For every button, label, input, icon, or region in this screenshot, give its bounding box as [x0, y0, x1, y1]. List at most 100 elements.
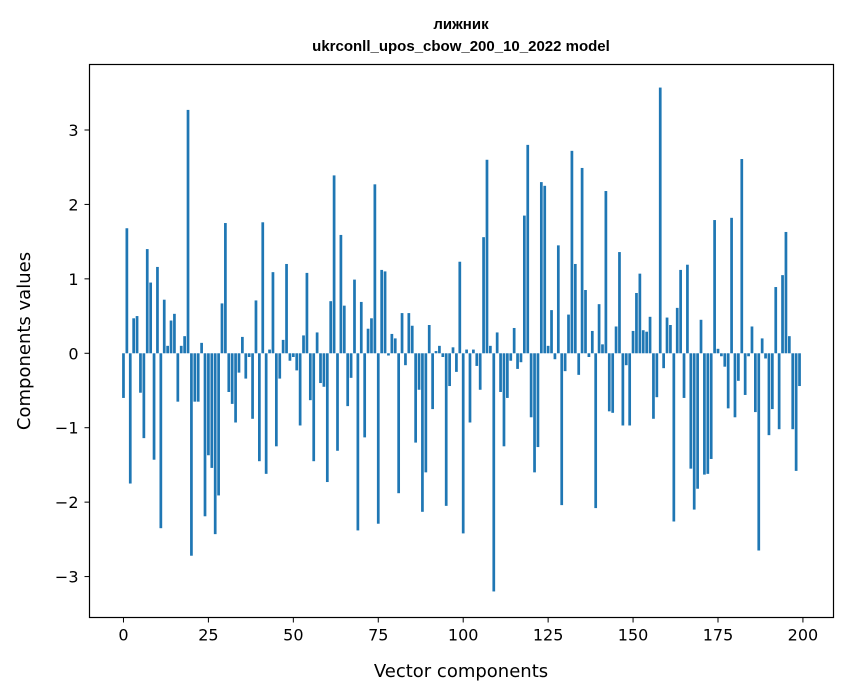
bar — [271, 272, 275, 354]
bar — [580, 167, 584, 354]
bar — [308, 353, 312, 401]
y-tick-label: 1 — [68, 270, 78, 289]
bar — [247, 353, 251, 357]
bar — [139, 353, 142, 393]
bar — [458, 261, 462, 354]
bar — [414, 353, 417, 443]
bar — [570, 150, 574, 354]
bar — [584, 290, 587, 354]
chart-subtitle: ukrconll_upos_cbow_200_10_2022 model — [312, 38, 610, 55]
bar — [553, 353, 557, 360]
bar — [655, 353, 659, 398]
bar — [325, 353, 329, 483]
plot-area-frame — [88, 63, 835, 619]
bar — [366, 328, 370, 354]
bar — [716, 348, 720, 354]
bar — [794, 353, 798, 471]
bar — [441, 353, 445, 357]
bar — [383, 271, 387, 354]
bar — [652, 353, 655, 419]
bar — [159, 353, 163, 529]
bar-series — [122, 87, 801, 592]
bar — [526, 144, 530, 354]
x-tick-label: 175 — [703, 626, 734, 645]
bar — [373, 184, 377, 354]
bar — [166, 345, 169, 354]
bar — [536, 353, 540, 448]
bar — [539, 182, 543, 354]
bar — [614, 326, 618, 354]
bar — [261, 222, 265, 354]
bar — [645, 331, 649, 354]
bar — [478, 353, 482, 390]
x-tick-label: 75 — [368, 626, 388, 645]
bar — [706, 353, 710, 474]
x-tick-label: 150 — [618, 626, 649, 645]
bar — [607, 353, 611, 412]
bar — [207, 353, 210, 456]
bar — [427, 325, 431, 354]
bar — [315, 332, 319, 354]
bar — [737, 353, 740, 381]
bar — [455, 353, 458, 372]
bar — [380, 269, 384, 354]
bar — [448, 353, 451, 387]
y-axis-ticks: −3 −2 −1 0 1 2 3 — [55, 121, 90, 587]
bar — [288, 353, 292, 361]
bar — [346, 353, 350, 407]
bar — [281, 339, 285, 354]
bar — [522, 215, 526, 354]
bar — [560, 353, 564, 506]
bar — [709, 353, 713, 459]
x-tick-label: 200 — [788, 626, 819, 645]
bar — [757, 353, 761, 551]
bar — [145, 249, 149, 354]
bar — [747, 353, 750, 357]
bar — [692, 353, 696, 510]
bar — [468, 353, 472, 423]
bar — [696, 353, 699, 489]
bar — [764, 353, 767, 359]
bar — [516, 353, 519, 369]
bar — [183, 336, 186, 354]
x-tick-label: 0 — [118, 626, 128, 645]
bar — [339, 234, 343, 354]
bar — [254, 300, 258, 354]
bar — [662, 353, 665, 369]
bar — [329, 301, 333, 354]
bar — [319, 353, 322, 384]
bar — [251, 353, 254, 419]
bar — [244, 353, 248, 379]
bar — [689, 353, 693, 469]
bar — [618, 252, 621, 354]
y-tick-label: 0 — [68, 344, 78, 363]
bar — [679, 269, 682, 354]
bar — [274, 353, 278, 447]
chart-title: лижник — [433, 16, 489, 33]
bar — [397, 353, 401, 494]
bar — [312, 353, 316, 462]
bar — [227, 353, 231, 392]
bar — [353, 279, 356, 354]
bar — [774, 287, 778, 354]
bar — [713, 220, 716, 354]
bar — [624, 353, 628, 366]
bar — [356, 353, 360, 531]
bar — [482, 237, 485, 354]
bar — [142, 353, 146, 439]
bar — [234, 353, 237, 423]
bar — [611, 353, 615, 413]
bar — [489, 345, 492, 354]
bar — [376, 353, 380, 524]
bar — [213, 353, 217, 535]
bar — [387, 353, 390, 356]
bar — [196, 353, 200, 402]
bar — [417, 353, 421, 390]
bar — [641, 330, 645, 354]
bar — [682, 353, 686, 398]
bar — [777, 353, 781, 430]
bar — [285, 263, 288, 354]
bar — [601, 344, 604, 354]
bar — [149, 282, 153, 354]
bar — [190, 353, 193, 556]
